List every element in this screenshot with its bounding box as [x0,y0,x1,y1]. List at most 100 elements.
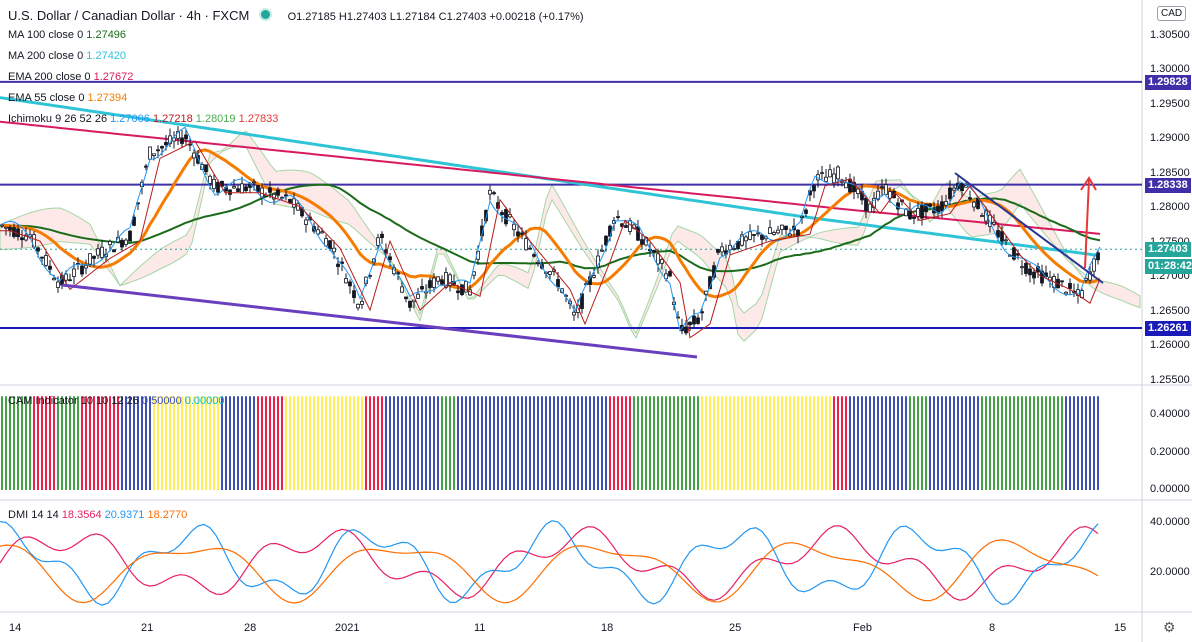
cam-bar [669,396,671,490]
dmi-legend[interactable]: DMI 14 14 18.3564 20.9371 18.2770 [8,509,187,521]
cam-bar [17,396,19,490]
cam-bar [473,396,475,490]
cam-bar [409,396,411,490]
candle-body [404,296,408,300]
candle-body [504,209,508,225]
cam-bar [725,396,727,490]
legend-label: EMA 200 close 0 [8,71,94,83]
cam-bar [321,396,323,490]
candle-body [780,224,784,231]
candle-body [460,284,464,295]
cam-bar [345,396,347,490]
cam-bar [981,396,983,490]
price-tick-label: 1.28500 [1150,166,1190,179]
cam-bar [237,396,239,490]
cam-bar [505,396,507,490]
cam-bar [449,396,451,490]
candle-body [84,264,88,269]
candle-body [356,303,360,309]
candle-body [252,181,256,184]
cam-bar [161,396,163,490]
currency-badge[interactable]: CAD [1157,6,1187,21]
cam-bar [565,396,567,490]
cam-bar [753,396,755,490]
cam-bar [797,396,799,490]
symbol-title[interactable]: U.S. Dollar / Canadian Dollar · 4h · FXC… [8,8,250,23]
cam-bar [697,396,699,490]
candle-body [1032,271,1036,279]
candle-body [388,256,392,261]
candle-body [980,215,984,217]
legend-item[interactable]: MA 100 close 0 1.27496 [8,29,126,41]
candle-body [784,225,788,230]
candle-body [156,149,160,152]
cam-bar [1061,396,1063,490]
time-tick-label: 21 [141,622,154,634]
cam-bar [157,396,159,490]
legend-item[interactable]: EMA 200 close 0 1.27672 [8,71,133,83]
cam-bar [413,396,415,490]
legend-value: 18.3564 [61,509,102,521]
cam-bar [109,396,111,490]
candle-body [656,253,660,265]
cam-bar [381,396,383,490]
cam-legend[interactable]: CAM Indicator 10 10 12 26 0.50000 0.0000… [8,395,225,407]
candle-body [536,261,540,264]
candle-body [960,183,964,192]
cam-bar [361,396,363,490]
candle-body [292,198,296,208]
cam-bar [269,396,271,490]
cam-bar [501,396,503,490]
candle-body [400,286,404,293]
cam-bar [9,396,11,490]
cam-bar [129,396,131,490]
cam-bar [185,396,187,490]
cam-bar [677,396,679,490]
candle-body [320,231,324,234]
cam-bar [281,396,283,490]
candle-body [700,311,704,314]
cam-bar [617,396,619,490]
cam-bar [837,396,839,490]
cam-bar [649,396,651,490]
candle-body [72,268,76,277]
gear-icon[interactable]: ⚙ [1163,619,1176,635]
candle-body [256,185,260,192]
candle-body [876,190,880,200]
legend-item[interactable]: MA 200 close 0 1.27420 [8,50,126,62]
cam-bar [1045,396,1047,490]
cam-bar [745,396,747,490]
candle-body [924,203,928,213]
dmi-minus-line [0,520,1099,606]
candle-body [524,238,528,251]
candle-body [380,233,384,238]
cam-bar [509,396,511,490]
candle-body [208,175,212,184]
cam-bar [37,396,39,490]
time-tick-label: 2021 [335,622,360,634]
legend-item[interactable]: Ichimoku 9 26 52 26 1.27006 1.27218 1.28… [8,113,278,125]
candle-body [964,185,968,188]
adx-line [0,539,1099,604]
cam-bar [241,396,243,490]
cam-bar [977,396,979,490]
legend-value: 1.27833 [235,113,279,125]
symbol-header[interactable]: U.S. Dollar / Canadian Dollar · 4h · FXC… [8,8,584,23]
legend-item[interactable]: EMA 55 close 0 1.27394 [8,92,127,104]
candle-body [516,231,520,237]
candle-body [844,182,848,189]
candle-body [556,279,560,288]
candle-body [988,214,992,227]
cam-bar [469,396,471,490]
cam-bar [293,396,295,490]
cam-bar [689,396,691,490]
cam-bar [585,396,587,490]
candle-body [484,210,488,222]
cam-bar [665,396,667,490]
candle-body [0,224,4,227]
candle-body [440,279,444,285]
candle-body [432,277,436,288]
cam-bar [41,396,43,490]
cam-bar [785,396,787,490]
